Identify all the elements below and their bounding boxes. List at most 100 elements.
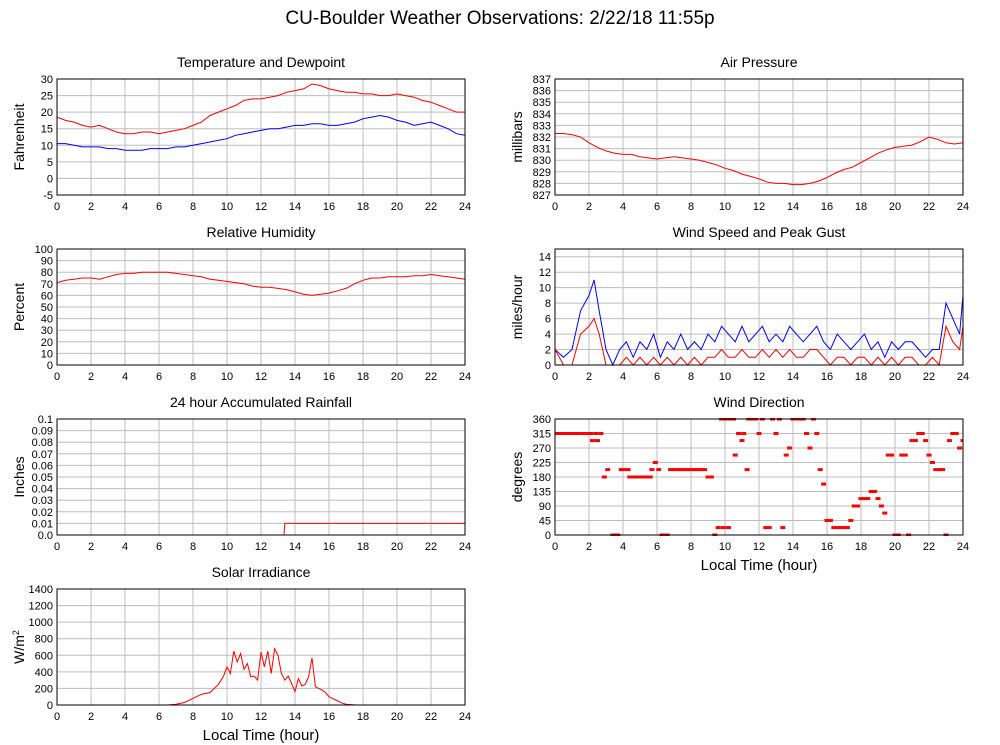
x-tick-label: 18 (357, 711, 369, 723)
x-tick-label: 6 (654, 201, 660, 213)
y-tick-label: 833 (533, 120, 551, 132)
data-point (865, 497, 871, 501)
data-point (909, 439, 915, 443)
data-point (885, 453, 891, 457)
x-tick-label: 0 (54, 711, 60, 723)
x-tick-label: 16 (323, 371, 335, 383)
x-tick-label: 18 (357, 371, 369, 383)
data-point (861, 497, 867, 501)
y-tick-label: 0.06 (32, 460, 53, 472)
x-tick-label: 10 (719, 541, 731, 553)
y-tick-label: 0.0 (38, 530, 53, 542)
data-point (634, 475, 640, 479)
data-point (589, 439, 595, 443)
plot-frame (554, 248, 964, 366)
y-tick-label: 836 (533, 86, 551, 98)
y-tick-label: 50 (41, 302, 53, 314)
y-tick-label: 1000 (29, 617, 53, 629)
x-tick-label: 14 (787, 541, 799, 553)
data-point (668, 468, 674, 472)
data-point (715, 526, 721, 530)
data-point (656, 468, 662, 472)
x-tick-label: 4 (122, 711, 128, 723)
x-tick-label: 22 (923, 371, 935, 383)
x-tick-label: 4 (620, 201, 626, 213)
x-tick-label: 4 (122, 541, 128, 553)
y-tick-label: 834 (533, 109, 551, 121)
data-point (936, 468, 942, 472)
x-tick-label: 12 (753, 541, 765, 553)
data-point (912, 439, 918, 443)
y-tick-label: 80 (41, 267, 53, 279)
data-point (848, 519, 854, 522)
y-tick-label: 10 (539, 283, 551, 295)
data-point (601, 475, 607, 479)
x-tick-label: 8 (190, 371, 196, 383)
y-tick-label: -5 (43, 190, 53, 202)
data-point (720, 526, 726, 530)
y-tick-label: 0.01 (32, 518, 53, 530)
data-point (821, 482, 827, 486)
series-line (57, 114, 465, 151)
data-point (868, 490, 874, 493)
x-tick-label: 6 (654, 371, 660, 383)
y-tick-label: 1200 (29, 601, 53, 613)
x-tick-label: 22 (923, 541, 935, 553)
data-point (574, 432, 580, 435)
page-title: CU-Boulder Weather Observations: 2/22/18… (285, 8, 715, 29)
data-point (739, 439, 745, 443)
chart-title: 24 hour Accumulated Rainfall (170, 394, 352, 410)
y-axis-label: miles/hour (509, 274, 525, 339)
x-tick-label: 6 (654, 541, 660, 553)
data-point (644, 475, 650, 479)
x-tick-label: 14 (289, 541, 301, 553)
x-tick-label: 0 (552, 201, 558, 213)
data-point (605, 468, 611, 472)
x-tick-label: 20 (889, 371, 901, 383)
data-point (787, 446, 793, 450)
x-tick-label: 0 (552, 541, 558, 553)
x-tick-label: 0 (54, 201, 60, 213)
x-tick-label: 6 (156, 711, 162, 723)
data-point (578, 432, 583, 435)
x-tick-label: 20 (889, 541, 901, 553)
y-tick-label: 828 (533, 178, 551, 190)
y-tick-label: 1400 (29, 584, 53, 596)
x-tick-label: 22 (425, 541, 437, 553)
x-tick-label: 6 (156, 371, 162, 383)
data-point (652, 461, 658, 464)
x-tick-label: 12 (255, 201, 267, 213)
y-tick-label: 4 (545, 329, 551, 341)
data-point (584, 432, 590, 435)
data-point (878, 504, 884, 508)
data-point (763, 526, 769, 530)
data-point (960, 439, 963, 443)
x-tick-label: 6 (156, 541, 162, 553)
y-tick-label: 0 (47, 360, 53, 372)
x-tick-label: 0 (54, 541, 60, 553)
data-point (827, 519, 833, 522)
x-tick-label: 0 (552, 371, 558, 383)
y-tick-label: 10 (41, 348, 53, 360)
y-tick-label: 2 (545, 345, 551, 357)
data-point (919, 432, 925, 435)
y-tick-label: 60 (41, 290, 53, 302)
y-axis-label: Inches (11, 456, 27, 497)
x-tick-label: 4 (620, 371, 626, 383)
data-point (637, 475, 643, 479)
data-point (695, 468, 701, 472)
x-tick-label: 16 (323, 711, 335, 723)
data-point (674, 468, 680, 472)
x-tick-label: 14 (289, 201, 301, 213)
data-point (844, 526, 850, 530)
data-point (688, 468, 694, 472)
chart-title: Solar Irradiance (212, 564, 311, 580)
data-point (899, 453, 905, 457)
y-tick-label: 270 (533, 443, 551, 455)
data-point (571, 432, 577, 435)
y-tick-label: 6 (545, 314, 551, 326)
x-tick-label: 4 (620, 541, 626, 553)
data-point (926, 453, 932, 457)
x-tick-label: 12 (255, 371, 267, 383)
y-tick-label: 45 (539, 516, 551, 528)
